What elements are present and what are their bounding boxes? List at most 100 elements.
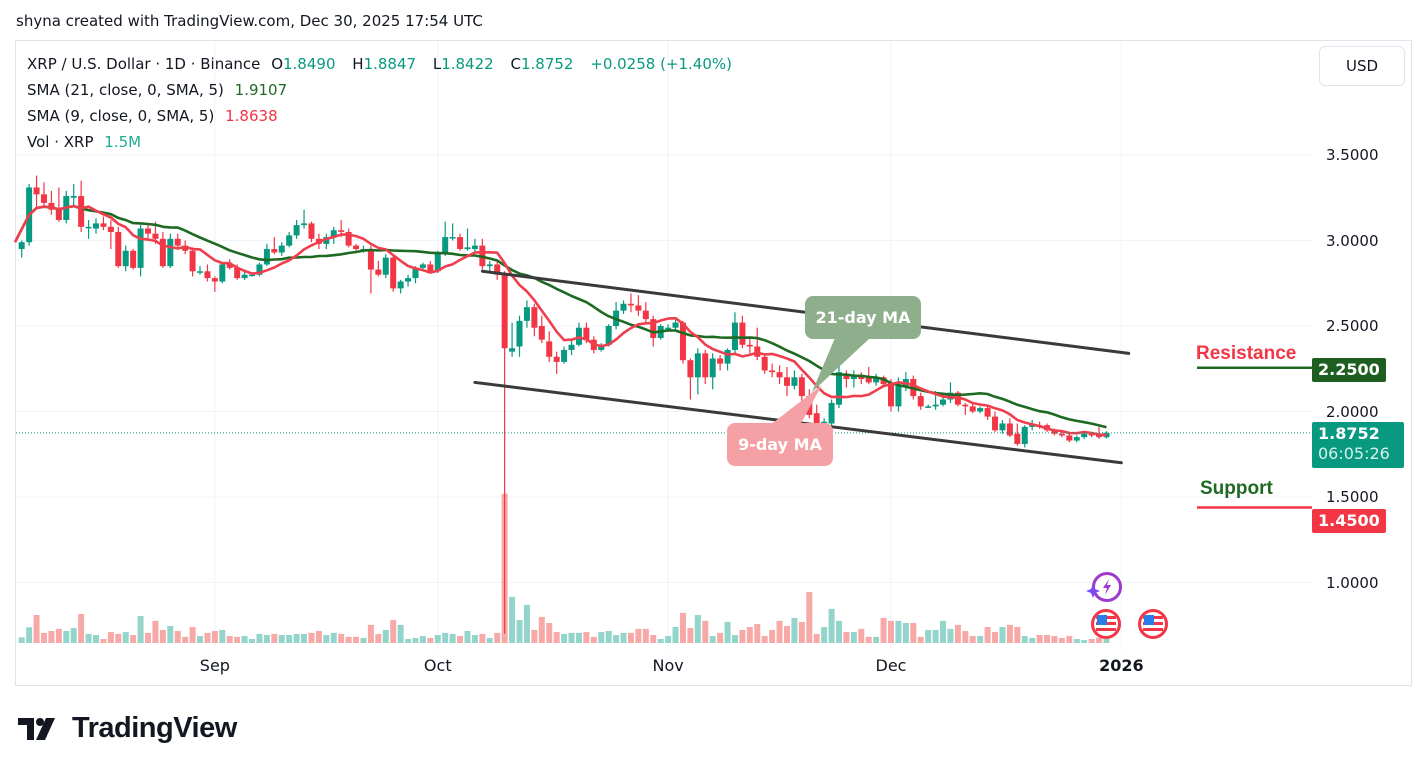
candle: [828, 399, 835, 426]
chart-caption: shyna created with TradingView.com, Dec …: [16, 12, 483, 30]
candle-body: [821, 421, 828, 424]
ma9-callout[interactable]: 9-day MA: [727, 423, 833, 466]
candle: [70, 184, 77, 207]
volume-bar: [100, 639, 107, 643]
candle: [501, 271, 508, 634]
volume-bar: [642, 628, 649, 643]
candle: [754, 327, 761, 361]
volume-bar: [746, 627, 753, 643]
candle-body: [806, 396, 813, 415]
lightning-sparkle-icon[interactable]: [1086, 572, 1122, 602]
ma21-callout[interactable]: 21-day MA: [805, 296, 921, 339]
moving-averages: [13, 204, 1107, 437]
candle: [18, 240, 25, 258]
candle: [405, 274, 412, 287]
candle-body: [152, 233, 159, 239]
candle-body: [709, 358, 716, 378]
candle-body: [954, 392, 961, 405]
price-tick-label: 2.0000: [1326, 402, 1379, 421]
candle-body: [211, 278, 218, 282]
candle-body: [137, 228, 144, 268]
candle: [189, 247, 196, 277]
volume-bar: [969, 636, 976, 643]
volume-bar: [709, 636, 716, 643]
us-flag-icon[interactable]: [1138, 609, 1168, 639]
volume-bar: [687, 628, 694, 643]
candle-body: [100, 223, 107, 227]
candle: [442, 221, 449, 256]
price-tick-label: 2.5000: [1326, 317, 1379, 335]
candle: [627, 293, 634, 313]
volume-bar: [1103, 639, 1110, 643]
volume-bar: [910, 623, 917, 643]
candle-body: [739, 322, 746, 345]
volume-bar: [568, 632, 575, 643]
volume-bar: [145, 632, 152, 643]
volume-bar: [449, 633, 456, 643]
candles: [18, 175, 1110, 634]
candle-body: [256, 264, 263, 275]
volume-bar: [1021, 636, 1028, 643]
candle: [873, 373, 880, 386]
candle-body: [538, 326, 545, 340]
candle: [115, 226, 122, 268]
candle: [197, 266, 204, 275]
tradingview-logo[interactable]: TradingView: [18, 712, 237, 745]
candle: [85, 219, 92, 239]
time-tick-label: Oct: [423, 656, 452, 675]
candle-body: [620, 303, 627, 311]
volume-bar: [880, 617, 887, 643]
resistance-label[interactable]: Resistance: [1196, 343, 1297, 364]
legend-ohlc-row: XRP / U.S. Dollar · 1D · Binance O1.8490…: [27, 55, 738, 73]
candle-body: [85, 226, 92, 229]
symbol-title[interactable]: XRP / U.S. Dollar · 1D · Binance: [27, 55, 261, 73]
volume-bar: [33, 615, 40, 643]
candle: [561, 346, 568, 364]
volume-bar: [122, 632, 129, 643]
candle-body: [568, 344, 575, 350]
volume-bar: [954, 624, 961, 643]
volume-bar: [739, 629, 746, 643]
candle: [367, 245, 374, 294]
candle-body: [204, 271, 211, 279]
candle: [776, 365, 783, 385]
candle: [130, 249, 137, 270]
candle: [256, 262, 263, 277]
candle: [538, 315, 545, 344]
candle: [159, 231, 166, 268]
volume-bar: [791, 617, 798, 643]
candle: [791, 370, 798, 390]
candle-body: [828, 402, 835, 424]
support-label[interactable]: Support: [1200, 478, 1273, 499]
volume-label: Vol · XRP: [27, 133, 94, 151]
candle: [605, 324, 612, 347]
candle-body: [486, 264, 493, 267]
candle: [761, 353, 768, 374]
currency-button[interactable]: USD: [1319, 46, 1405, 86]
candle-body: [783, 377, 790, 386]
candle: [635, 295, 642, 316]
us-flag-icon[interactable]: [1091, 609, 1121, 639]
candle-body: [234, 267, 241, 279]
volume-bar: [1044, 635, 1051, 643]
candle-body: [665, 327, 672, 330]
legend-sma9-row[interactable]: SMA (9, close, 0, SMA, 5) 1.8638: [27, 107, 284, 125]
candle-body: [583, 327, 590, 340]
volume-bar: [754, 624, 761, 643]
volume-bar: [1051, 636, 1058, 643]
volume-bar: [925, 629, 932, 643]
volume-bar: [174, 631, 181, 643]
legend-sma21-row[interactable]: SMA (21, close, 0, SMA, 5) 1.9107: [27, 81, 293, 99]
candle: [509, 322, 516, 357]
candle: [806, 389, 813, 419]
candle: [620, 300, 627, 315]
volume-bar: [226, 636, 233, 643]
volume-bar: [63, 631, 70, 643]
candle-body: [174, 238, 181, 246]
candle: [330, 226, 337, 244]
open-value: 1.8490: [283, 55, 336, 73]
candle-body: [263, 249, 270, 265]
candle: [843, 370, 850, 388]
legend-volume-row[interactable]: Vol · XRP 1.5M: [27, 133, 147, 151]
